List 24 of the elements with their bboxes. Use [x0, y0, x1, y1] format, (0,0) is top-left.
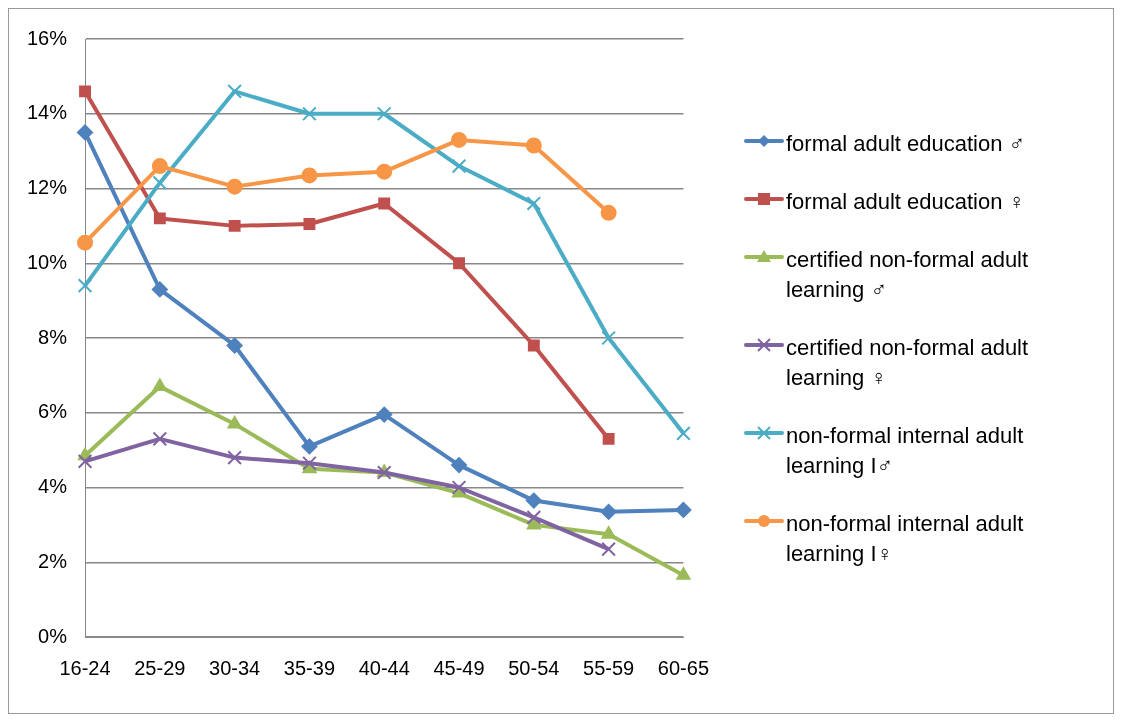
y-tick-label: 12% [27, 176, 68, 199]
y-tick-label: 14% [27, 101, 68, 124]
legend-label: non-formal internal adult learning I♂ [786, 422, 1025, 480]
x-tick-label: 45-49 [433, 656, 485, 679]
x-tick-label: 25-29 [134, 656, 186, 679]
legend-label: non-formal internal adult learning I♀ [786, 510, 1025, 568]
x-tick-label: 60-65 [657, 656, 709, 679]
legend-label: certified non-formal adult learning ♀ [786, 334, 1030, 392]
legend-label: formal adult education ♀ [786, 188, 1026, 216]
y-tick-label: 8% [38, 325, 68, 348]
legend-label: formal adult education ♂ [786, 130, 1026, 158]
x-tick-label: 35-39 [283, 656, 336, 679]
x-tick-label: 55-59 [583, 656, 635, 679]
y-tick-label: 0% [38, 624, 68, 647]
x-tick-label: 40-44 [358, 656, 410, 679]
x-tick-label: 30-34 [209, 656, 261, 679]
y-tick-label: 6% [38, 400, 68, 423]
legend-label: certified non-formal adult learning ♂ [786, 246, 1030, 304]
y-tick-label: 2% [38, 549, 68, 572]
y-tick-label: 16% [27, 26, 68, 49]
y-tick-label: 4% [38, 475, 68, 498]
x-tick-label: 50-54 [508, 656, 560, 679]
x-tick-label: 16-24 [59, 656, 111, 679]
y-tick-label: 10% [27, 250, 68, 273]
